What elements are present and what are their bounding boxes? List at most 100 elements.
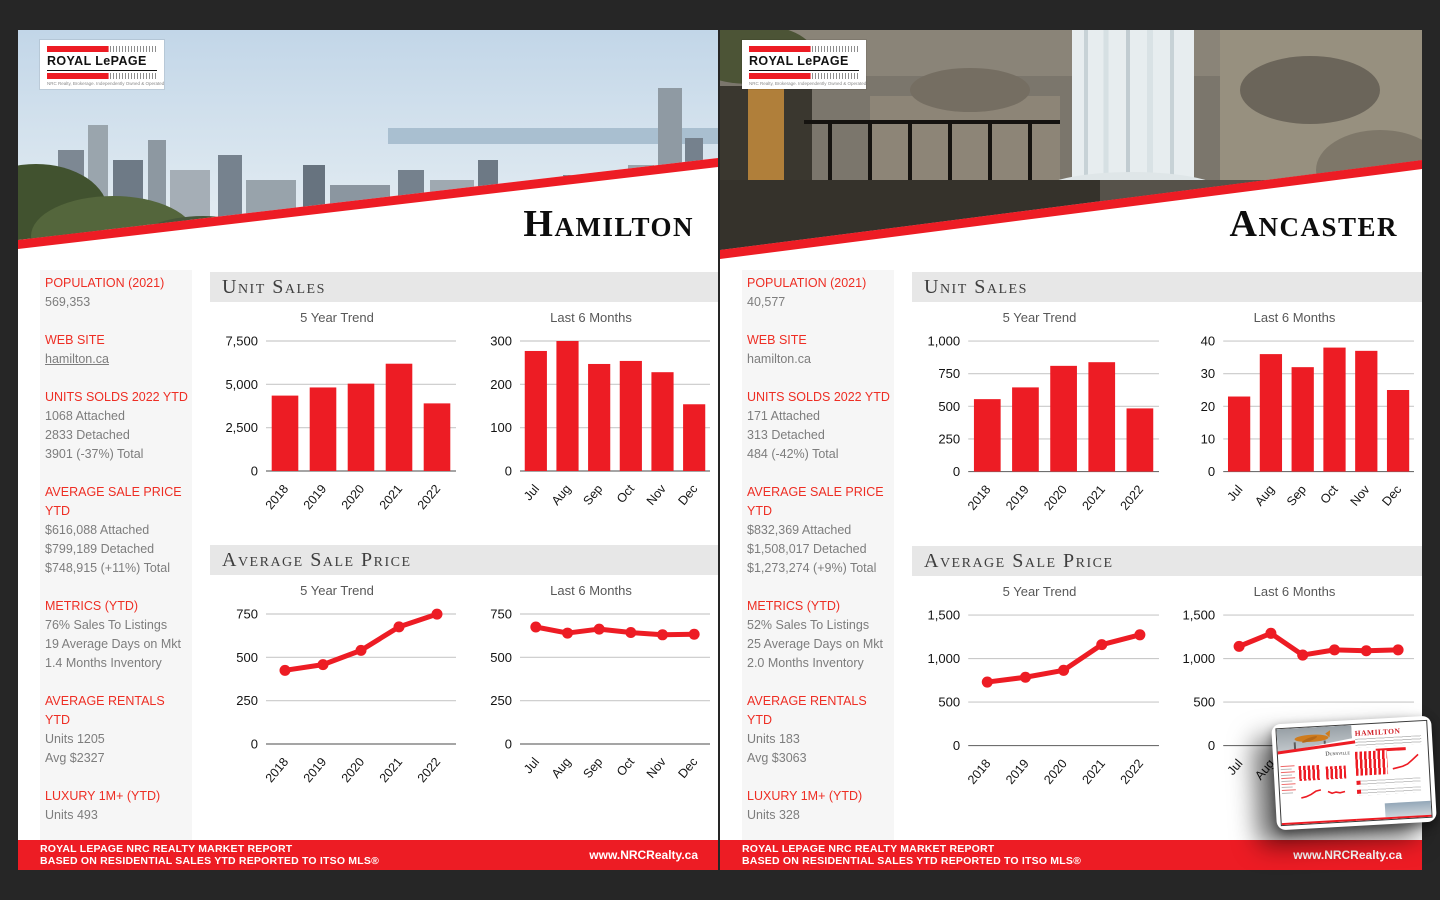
logo-red-bar: [749, 46, 859, 52]
svg-text:500: 500: [938, 399, 960, 414]
svg-text:2019: 2019: [1003, 756, 1032, 786]
svg-text:500: 500: [938, 694, 960, 709]
sidebar-value: $832,369 Attached: [747, 523, 852, 537]
sidebar-heading: UNITS SOLDS 2022 YTD: [45, 390, 188, 404]
sidebar-section: AVERAGE SALE PRICE YTD $616,088 Attached $…: [45, 483, 192, 578]
thumbnail-footer-bar: [1281, 818, 1357, 826]
section-header-unit-sales: Unit Sales: [912, 272, 1422, 302]
svg-text:2019: 2019: [301, 482, 330, 512]
sidebar-value: 1.4 Months Inventory: [45, 656, 162, 670]
svg-text:1,000: 1,000: [1183, 651, 1216, 666]
svg-text:Nov: Nov: [644, 754, 669, 781]
svg-text:2018: 2018: [263, 482, 292, 512]
svg-text:40: 40: [1201, 334, 1216, 349]
sidebar-value: 19 Average Days on Mkt: [45, 637, 181, 651]
sidebar-section: METRICS (YTD) 52% Sales To Listings 25 Ave…: [747, 597, 894, 673]
thumbnail-mini-bar-chart: [1298, 764, 1322, 782]
ancaster-header: ROYAL LePAGE NRC Realty, Brokerage. Inde…: [720, 30, 1422, 270]
svg-text:750: 750: [236, 607, 258, 622]
thumbnail-mini-line-chart: [1392, 753, 1419, 770]
svg-text:750: 750: [938, 366, 960, 381]
svg-text:2022: 2022: [1118, 756, 1147, 786]
sidebar-heading: POPULATION (2021): [747, 276, 867, 290]
svg-text:0: 0: [505, 464, 512, 479]
svg-text:0: 0: [953, 738, 960, 753]
report-thumbnail-overlay[interactable]: Dunnville HAMILTON: [1271, 715, 1437, 831]
svg-text:2021: 2021: [377, 755, 406, 785]
sidebar-value: Units 183: [747, 732, 800, 746]
footer-line2: BASED ON RESIDENTIAL SALES YTD REPORTED …: [742, 855, 1082, 867]
footer-line2: BASED ON RESIDENTIAL SALES YTD REPORTED …: [40, 855, 380, 867]
chart-title: 5 Year Trend: [300, 583, 374, 598]
svg-text:5,000: 5,000: [225, 377, 258, 392]
svg-text:2018: 2018: [263, 755, 292, 785]
sidebar-section: UNITS SOLDS 2022 YTD 171 Attached 313 Deta…: [747, 388, 894, 464]
sidebar-value: 2.0 Months Inventory: [747, 656, 864, 670]
chart-canvas: 0 250 500 750 1,000 2018 2019 2020 2021 2022: [928, 334, 1159, 513]
royal-lepage-logo: ROYAL LePAGE NRC Realty, Brokerage. Inde…: [40, 40, 164, 89]
charts-main: Unit Sales 5 Year Trend 0 2,500 5,000 7,500…: [210, 268, 718, 796]
sidebar-value: $616,088 Attached: [45, 523, 150, 537]
svg-text:Aug: Aug: [549, 482, 574, 508]
page-ancaster: ROYAL LePAGE NRC Realty, Brokerage. Inde…: [720, 30, 1422, 870]
svg-text:Aug: Aug: [1252, 483, 1277, 509]
sidebar-heading: METRICS (YTD): [747, 599, 841, 613]
footer-report-info: ROYAL LEPAGE NRC REALTY MARKET REPORT BA…: [720, 843, 1081, 868]
report-footer: ROYAL LEPAGE NRC REALTY MARKET REPORT BA…: [720, 840, 1422, 870]
svg-text:100: 100: [490, 420, 512, 435]
hamilton-unit-sales-6mo-chart: Last 6 Months 0 100 200 300 Jul Aug Sep Oct Nov D…: [464, 302, 718, 523]
svg-text:Sep: Sep: [580, 482, 605, 508]
svg-text:500: 500: [1193, 694, 1215, 709]
svg-text:0: 0: [251, 737, 258, 752]
thumbnail-right-page: HAMILTON: [1351, 721, 1432, 821]
sidebar-value: Avg $3063: [747, 751, 807, 765]
thumbnail-bullet-row: [1356, 786, 1422, 796]
sidebar-value: 569,353: [45, 295, 91, 309]
svg-text:2022: 2022: [415, 482, 444, 512]
sidebar-heading: AVERAGE SALE PRICE YTD: [747, 485, 884, 518]
svg-text:Nov: Nov: [1348, 482, 1374, 509]
sidebar-value: $748,915 (+11%) Total: [45, 561, 170, 575]
chart-canvas: 0 250 500 750 2018 2019 2020 2021 2022: [236, 607, 456, 785]
sidebar-section: LUXURY 1M+ (YTD) Units 328: [747, 787, 894, 825]
sidebar-value: 25 Average Days on Mkt: [747, 637, 883, 651]
ancaster-unit-sales-5yr-chart: 5 Year Trend 0 250 500 750 1,000 2018 2019 2020…: [912, 302, 1167, 524]
footer-line1: ROYAL LEPAGE NRC REALTY MARKET REPORT: [742, 842, 995, 855]
thumbnail-sidebar: [1280, 763, 1296, 795]
sidebar-value: $799,189 Detached: [45, 542, 155, 556]
footer-website-link[interactable]: www.NRCRealty.ca: [589, 848, 698, 862]
hamilton-header: ROYAL LePAGE NRC Realty, Brokerage. Inde…: [18, 30, 718, 270]
chart-title: 5 Year Trend: [1002, 583, 1077, 599]
logo-red-bar: [47, 73, 157, 79]
thumbnail-mini-bar-chart: [1325, 765, 1347, 780]
svg-text:1,500: 1,500: [1183, 607, 1216, 622]
sidebar-value: $1,508,017 Detached: [747, 542, 867, 556]
logo-tagline: NRC Realty, Brokerage. Independently Own…: [47, 81, 165, 86]
sidebar-section: WEB SITE hamilton.ca: [45, 331, 192, 369]
svg-text:250: 250: [236, 693, 258, 708]
sidebar-value: 3901 (-37%) Total: [45, 447, 144, 461]
sidebar-value: hamilton.ca: [747, 352, 811, 366]
royal-lepage-logo: ROYAL LePAGE NRC Realty, Brokerage. Inde…: [742, 40, 866, 89]
svg-text:Aug: Aug: [549, 755, 574, 781]
hamilton-price-5yr-chart: 5 Year Trend 0 250 500 750 2018 2019 2020 2021 2…: [210, 575, 464, 796]
svg-text:0: 0: [505, 737, 512, 752]
svg-text:Jul: Jul: [1224, 483, 1245, 504]
svg-text:2018: 2018: [965, 756, 994, 786]
sidebar-section: WEB SITE hamilton.ca: [747, 331, 894, 369]
svg-text:Sep: Sep: [1284, 483, 1309, 509]
sidebar-value: 484 (-42%) Total: [747, 447, 839, 461]
sidebar-heading: AVERAGE RENTALS YTD: [747, 694, 867, 727]
stats-sidebar: POPULATION (2021) 569,353 WEB SITE hamilton…: [40, 268, 192, 858]
sidebar-heading: WEB SITE: [45, 333, 105, 347]
svg-text:1,500: 1,500: [928, 607, 961, 622]
chart-canvas: 0 100 200 300 Jul Aug Sep Oct Nov Dec: [490, 334, 710, 508]
footer-website-link[interactable]: www.NRCRealty.ca: [1293, 848, 1402, 862]
sidebar-value: 1068 Attached: [45, 409, 125, 423]
thumbnail-page: Dunnville HAMILTON: [1275, 719, 1433, 827]
svg-text:2021: 2021: [377, 482, 406, 512]
website-link[interactable]: hamilton.ca: [45, 352, 109, 366]
svg-text:2021: 2021: [1079, 483, 1108, 513]
ancaster-waterfall-photo: [720, 30, 1422, 259]
thumbnail-mini-line-chart: [1301, 789, 1322, 799]
